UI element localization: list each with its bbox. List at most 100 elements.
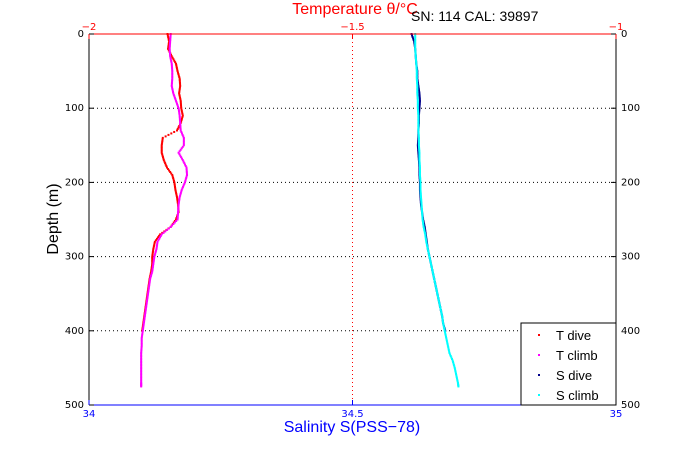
data-point	[140, 359, 143, 362]
data-point	[419, 179, 422, 182]
data-point	[178, 150, 181, 153]
data-point	[177, 74, 180, 77]
data-point	[430, 265, 433, 268]
data-point	[162, 231, 165, 234]
data-point	[416, 93, 419, 96]
data-point	[414, 49, 417, 52]
data-point	[140, 375, 143, 378]
data-point	[419, 181, 422, 184]
data-point	[173, 59, 176, 62]
data-point	[152, 246, 155, 249]
data-point	[171, 70, 174, 73]
data-point	[421, 212, 424, 215]
data-point	[455, 374, 458, 377]
data-point	[417, 87, 420, 90]
data-point	[145, 300, 148, 303]
data-point	[178, 110, 181, 113]
data-point	[150, 267, 153, 270]
data-point	[415, 79, 418, 82]
data-point	[453, 365, 456, 368]
data-point	[178, 200, 181, 203]
data-point	[140, 347, 143, 350]
data-point	[417, 86, 420, 89]
y-tick-label-right: 500	[621, 400, 640, 411]
data-point	[449, 353, 452, 356]
data-point	[144, 309, 147, 312]
data-point	[176, 218, 179, 221]
data-point	[184, 163, 187, 166]
data-point	[167, 43, 170, 46]
data-point	[437, 297, 440, 300]
data-point	[417, 132, 420, 135]
data-point	[414, 40, 417, 43]
data-point	[151, 252, 154, 255]
data-point	[153, 243, 156, 246]
data-point	[420, 199, 423, 202]
data-point	[173, 182, 176, 185]
data-point	[444, 332, 447, 335]
data-point	[418, 166, 421, 169]
data-point	[414, 37, 417, 40]
data-point	[176, 71, 179, 74]
data-point	[179, 98, 182, 101]
data-point	[151, 254, 154, 257]
data-point	[158, 237, 161, 240]
data-point	[140, 349, 143, 352]
data-point	[140, 369, 143, 372]
data-point	[415, 67, 418, 70]
axis-labels: Temperature θ/°C SN: 114 CAL: 39897 Sali…	[45, 1, 539, 436]
series-s-climb	[414, 33, 460, 388]
data-point	[419, 176, 422, 179]
data-point	[417, 120, 420, 123]
data-point	[418, 159, 421, 162]
data-point	[170, 62, 173, 65]
data-point	[418, 101, 421, 104]
data-point	[434, 282, 437, 285]
data-point	[442, 325, 445, 328]
data-point	[417, 110, 420, 113]
data-point	[168, 50, 171, 53]
data-point	[178, 80, 181, 83]
data-point	[177, 211, 180, 214]
data-point	[182, 184, 185, 187]
data-point	[420, 206, 423, 209]
data-point	[417, 136, 420, 139]
data-point	[416, 105, 419, 108]
legend-marker	[538, 374, 540, 376]
data-point	[416, 80, 419, 83]
data-point	[166, 228, 169, 231]
data-point	[155, 246, 158, 249]
data-point	[166, 34, 169, 37]
data-point	[180, 104, 183, 107]
data-point	[170, 55, 173, 58]
data-point	[447, 349, 450, 352]
data-point	[418, 160, 421, 163]
data-point	[425, 242, 428, 245]
data-point	[418, 89, 421, 92]
data-point	[414, 41, 417, 44]
data-point	[143, 316, 146, 319]
data-point	[419, 182, 422, 185]
data-point	[418, 110, 421, 113]
data-point	[417, 125, 420, 128]
data-point	[180, 119, 183, 122]
data-point	[453, 366, 456, 369]
data-point	[169, 53, 172, 56]
data-point	[140, 335, 143, 338]
data-point	[162, 157, 165, 160]
data-point	[435, 288, 438, 291]
data-point	[161, 156, 164, 159]
data-point	[184, 179, 187, 182]
data-point	[177, 151, 180, 154]
data-point	[169, 56, 172, 59]
data-point	[151, 261, 154, 264]
data-point	[183, 181, 186, 184]
legend-marker	[538, 394, 540, 396]
data-point	[429, 258, 432, 261]
data-point	[443, 328, 446, 331]
x-top-tick-label: −2	[82, 22, 97, 33]
data-point	[425, 240, 428, 243]
data-point	[151, 267, 154, 270]
data-point	[417, 144, 420, 147]
data-point	[159, 236, 162, 239]
